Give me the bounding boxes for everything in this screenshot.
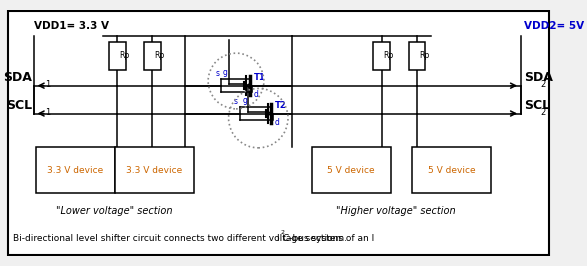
Text: 2: 2 bbox=[541, 108, 546, 117]
Text: SCL: SCL bbox=[6, 99, 32, 112]
Text: SCL: SCL bbox=[524, 99, 550, 112]
Text: T1: T1 bbox=[254, 73, 265, 82]
Bar bbox=[109, 42, 126, 70]
Text: 1: 1 bbox=[45, 108, 50, 117]
Text: C-bus system.: C-bus system. bbox=[284, 234, 348, 243]
Text: s: s bbox=[215, 69, 220, 78]
Text: 5 V device: 5 V device bbox=[427, 166, 475, 174]
Text: SDA: SDA bbox=[524, 71, 552, 84]
Text: SDA: SDA bbox=[3, 71, 32, 84]
Text: Rp: Rp bbox=[384, 51, 394, 60]
Text: 2: 2 bbox=[280, 230, 284, 235]
Text: 2: 2 bbox=[541, 80, 546, 89]
Text: "Lower voltage" section: "Lower voltage" section bbox=[56, 206, 173, 216]
Text: g: g bbox=[242, 96, 247, 105]
Bar bbox=[373, 42, 390, 70]
Text: 1: 1 bbox=[45, 80, 50, 89]
Text: Rp: Rp bbox=[154, 51, 164, 60]
Bar bbox=[36, 147, 115, 193]
Text: Rp: Rp bbox=[419, 51, 429, 60]
Text: I: I bbox=[276, 234, 279, 243]
Text: s: s bbox=[234, 97, 238, 106]
Bar bbox=[144, 42, 161, 70]
Bar bbox=[312, 147, 390, 193]
Text: VDD2= 5V: VDD2= 5V bbox=[524, 21, 584, 31]
Text: T2: T2 bbox=[275, 101, 287, 110]
Bar bbox=[412, 147, 491, 193]
Text: VDD1= 3.3 V: VDD1= 3.3 V bbox=[33, 21, 109, 31]
Bar bbox=[115, 147, 194, 193]
Text: g: g bbox=[223, 68, 228, 77]
Text: "Higher voltage" section: "Higher voltage" section bbox=[336, 206, 456, 216]
Text: d: d bbox=[275, 118, 280, 127]
Text: 5 V device: 5 V device bbox=[328, 166, 375, 174]
Text: Rp: Rp bbox=[119, 51, 129, 60]
Bar bbox=[409, 42, 426, 70]
Text: d: d bbox=[254, 90, 258, 99]
Text: 3.3 V device: 3.3 V device bbox=[48, 166, 103, 174]
Text: 3.3 V device: 3.3 V device bbox=[126, 166, 183, 174]
Text: Bi-directional level shifter circuit connects two different voltage sections of : Bi-directional level shifter circuit con… bbox=[14, 234, 375, 243]
